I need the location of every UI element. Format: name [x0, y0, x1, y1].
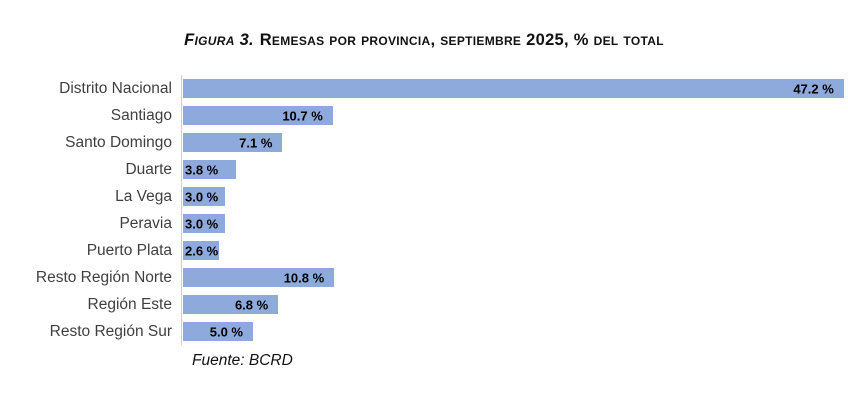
chart-row: Puerto Plata 2.6 %	[0, 237, 848, 264]
bar: 10.8 %	[183, 268, 335, 287]
bar: 10.7 %	[183, 106, 333, 125]
category-label: Puerto Plata	[86, 241, 172, 259]
value-label: 10.8 %	[283, 270, 325, 285]
category-label: Distrito Nacional	[59, 79, 172, 97]
bar: 3.8 %	[183, 160, 237, 179]
plot-area: 7.1 %	[181, 129, 848, 156]
bar-chart: Distrito Nacional 47.2 % Santiago 10.7 % San…	[0, 75, 848, 345]
bar: 6.8 %	[183, 295, 279, 314]
chart-row: Santo Domingo 7.1 %	[0, 129, 848, 156]
bar: 3.0 %	[183, 214, 225, 233]
category-label: La Vega	[115, 187, 172, 205]
value-label: 3.8 %	[185, 162, 219, 177]
bar: 3.0 %	[183, 187, 225, 206]
plot-area: 5.0 %	[181, 318, 848, 345]
plot-area: 10.8 %	[181, 264, 848, 291]
value-label: 7.1 %	[239, 135, 273, 150]
chart-title-text: Remesas por provincia, septiembre 2025, …	[259, 31, 664, 49]
value-label: 6.8 %	[234, 297, 269, 312]
chart-row: Resto Región Norte 10.8 %	[0, 264, 848, 291]
chart-title: Figura 3. Remesas por provincia, septiemb…	[0, 31, 848, 50]
chart-row: Duarte 3.8 %	[0, 156, 848, 183]
chart-title-prefix: Figura 3.	[184, 31, 254, 49]
chart-row: Santiago 10.7 %	[0, 102, 848, 129]
plot-area: 3.8 %	[181, 156, 848, 183]
category-label: Santo Domingo	[65, 133, 172, 151]
category-label: Región Este	[87, 295, 172, 313]
plot-area: 3.0 %	[181, 183, 848, 210]
value-label: 5.0 %	[209, 324, 243, 339]
plot-area: 2.6 %	[181, 237, 848, 264]
category-label: Duarte	[125, 160, 172, 178]
chart-row: Región Este 6.8 %	[0, 291, 848, 318]
chart-row: Peravia 3.0 %	[0, 210, 848, 237]
bar: 47.2 %	[183, 79, 844, 98]
chart-row: Resto Región Sur 5.0 %	[0, 318, 848, 345]
bar: 5.0 %	[183, 322, 253, 341]
category-label: Santiago	[110, 106, 172, 124]
category-label: Resto Región Sur	[49, 322, 172, 340]
plot-area: 6.8 %	[181, 291, 848, 318]
value-label: 3.0 %	[185, 216, 219, 231]
source-note: Fuente: BCRD	[192, 352, 293, 369]
chart-row: Distrito Nacional 47.2 %	[0, 75, 848, 102]
value-label: 10.7 %	[282, 108, 323, 123]
bar: 7.1 %	[183, 133, 283, 152]
plot-area: 3.0 %	[181, 210, 848, 237]
chart-row: La Vega 3.0 %	[0, 183, 848, 210]
category-label: Resto Región Norte	[35, 268, 172, 286]
value-label: 3.0 %	[185, 189, 219, 204]
plot-area: 10.7 %	[181, 102, 848, 129]
category-label: Peravia	[119, 214, 172, 232]
value-label: 2.6 %	[185, 243, 219, 258]
value-label: 47.2 %	[793, 81, 834, 96]
bar: 2.6 %	[183, 241, 220, 260]
plot-area: 47.2 %	[181, 75, 848, 102]
